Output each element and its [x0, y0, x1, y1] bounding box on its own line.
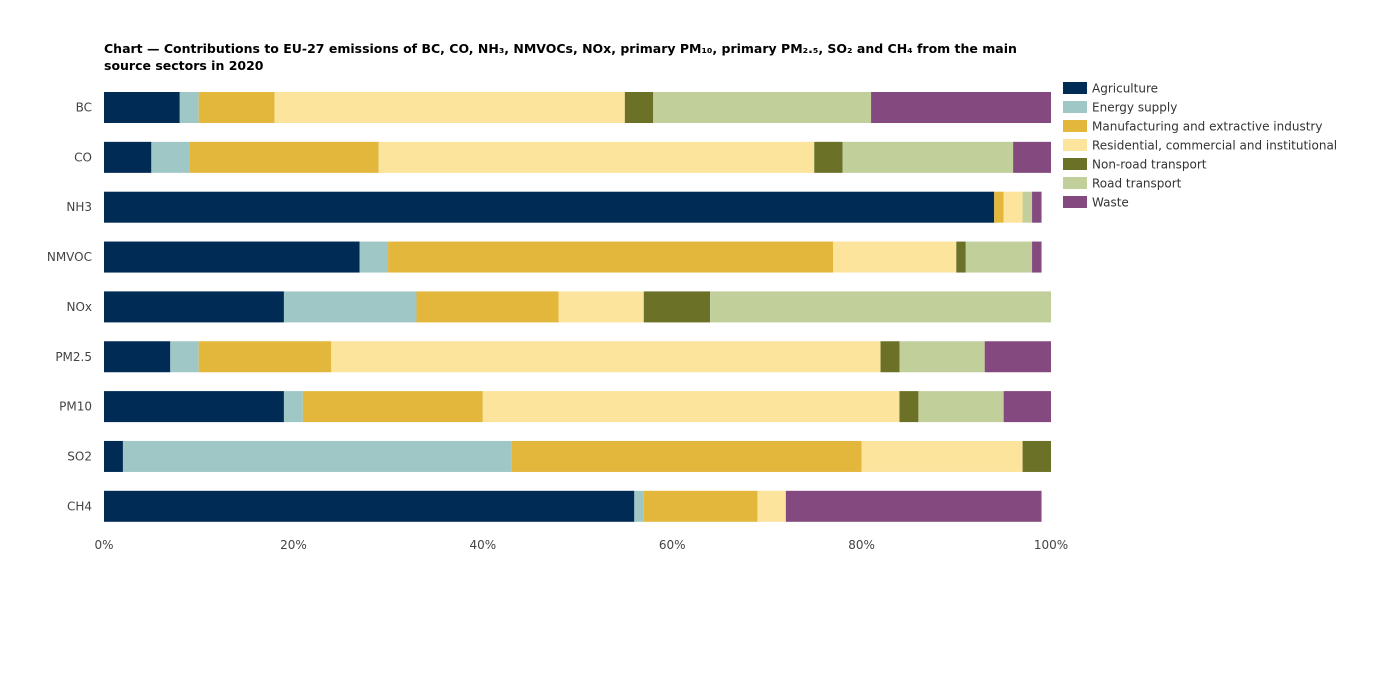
bar-segment-bc-manufacturing-and-extractive-industry[interactable] [198, 92, 275, 123]
bar-segment-co-non-road-transport[interactable] [814, 141, 843, 173]
bar-segment-nmvoc-energy-supply[interactable] [359, 241, 389, 273]
bar-segment-nox-energy-supply[interactable] [283, 291, 417, 323]
legend-item-residential-commercial-and-institutional[interactable]: Residential, commercial and institutiona… [1063, 139, 1337, 153]
legend-item-road-transport[interactable]: Road transport [1063, 177, 1182, 191]
bar-segment-nh3-manufacturing-and-extractive-industry[interactable] [994, 191, 1004, 223]
bar-segment-bc-road-transport[interactable] [653, 92, 872, 123]
legend-label-road-transport: Road transport [1092, 177, 1182, 191]
legend-item-waste[interactable]: Waste [1063, 196, 1129, 210]
legend-item-manufacturing-and-extractive-industry[interactable]: Manufacturing and extractive industry [1063, 120, 1322, 134]
bar-segment-bc-waste[interactable] [871, 92, 1051, 123]
bar-segment-bc-agriculture[interactable] [104, 92, 180, 123]
bar-segment-pm10-energy-supply[interactable] [283, 391, 303, 423]
legend-label-agriculture: Agriculture [1092, 82, 1158, 96]
bar-segment-pm10-manufacturing-and-extractive-industry[interactable] [302, 391, 483, 423]
bar-segment-co-road-transport[interactable] [842, 141, 1014, 173]
category-label-nmvoc: NMVOC [47, 250, 92, 264]
bar-segment-pm10-road-transport[interactable] [918, 391, 1004, 423]
bar-segment-nox-residential-commercial-and-institutional[interactable] [558, 291, 644, 323]
legend-swatch-manufacturing-and-extractive-industry [1063, 120, 1087, 132]
legend-swatch-residential-commercial-and-institutional [1063, 139, 1087, 151]
legend-swatch-waste [1063, 196, 1087, 208]
category-label-ch4: CH4 [67, 499, 92, 513]
bar-segment-nox-manufacturing-and-extractive-industry[interactable] [416, 291, 559, 323]
bar-segment-nmvoc-agriculture[interactable] [104, 241, 360, 273]
bar-segment-pm2-5-non-road-transport[interactable] [880, 341, 900, 373]
x-tick-label-40: 40% [469, 538, 496, 552]
bars-layer [104, 92, 1051, 522]
x-tick-label-20: 20% [280, 538, 307, 552]
x-tick-label-60: 60% [659, 538, 686, 552]
legend-label-residential-commercial-and-institutional: Residential, commercial and institutiona… [1092, 139, 1337, 153]
legend[interactable]: Agriculture Energy supply Manufacturing an… [1063, 82, 1337, 210]
bar-segment-ch4-manufacturing-and-extractive-industry[interactable] [643, 490, 758, 522]
bar-segment-pm2-5-residential-commercial-and-institutional[interactable] [331, 341, 881, 373]
bar-segment-so2-agriculture[interactable] [104, 440, 123, 472]
legend-label-waste: Waste [1092, 196, 1129, 210]
bar-segment-co-energy-supply[interactable] [151, 141, 190, 173]
bar-segment-so2-manufacturing-and-extractive-industry[interactable] [511, 440, 862, 472]
bar-segment-bc-energy-supply[interactable] [179, 92, 199, 123]
legend-label-manufacturing-and-extractive-industry: Manufacturing and extractive industry [1092, 120, 1322, 134]
bar-segment-co-waste[interactable] [1013, 141, 1051, 173]
x-tick-label-0: 0% [94, 538, 113, 552]
legend-swatch-non-road-transport [1063, 158, 1087, 170]
bar-segment-nox-road-transport[interactable] [710, 291, 1051, 323]
bar-segment-nmvoc-road-transport[interactable] [965, 241, 1033, 273]
bar-segment-bc-non-road-transport[interactable] [624, 92, 654, 123]
category-label-co: CO [74, 150, 92, 164]
bar-segment-pm10-agriculture[interactable] [104, 391, 284, 423]
chart-title: Chart — Contributions to EU-27 emissions… [104, 41, 1017, 73]
bar-segment-nh3-agriculture[interactable] [104, 191, 995, 223]
category-label-pm10: PM10 [59, 400, 92, 414]
category-label-nh3: NH3 [66, 200, 92, 214]
legend-label-energy-supply: Energy supply [1092, 101, 1177, 115]
category-label-nox: NOx [66, 300, 92, 314]
bar-segment-nh3-road-transport[interactable] [1022, 191, 1033, 223]
bar-segment-ch4-energy-supply[interactable] [634, 490, 644, 522]
category-label-bc: BC [76, 101, 92, 115]
legend-item-energy-supply[interactable]: Energy supply [1063, 101, 1177, 115]
bar-segment-nox-non-road-transport[interactable] [643, 291, 711, 323]
bar-segment-nh3-residential-commercial-and-institutional[interactable] [1003, 191, 1023, 223]
bar-segment-so2-energy-supply[interactable] [122, 440, 512, 472]
category-label-so2: SO2 [67, 449, 92, 463]
bar-segment-pm10-non-road-transport[interactable] [899, 391, 919, 423]
bar-segment-pm10-residential-commercial-and-institutional[interactable] [482, 391, 900, 423]
bar-segment-pm2-5-road-transport[interactable] [899, 341, 985, 373]
legend-swatch-energy-supply [1063, 101, 1087, 113]
bar-segment-nmvoc-manufacturing-and-extractive-industry[interactable] [388, 241, 834, 273]
bar-segment-pm2-5-agriculture[interactable] [104, 341, 171, 373]
bar-segment-bc-residential-commercial-and-institutional[interactable] [274, 92, 625, 123]
bar-segment-nmvoc-non-road-transport[interactable] [956, 241, 966, 273]
bar-segment-nmvoc-residential-commercial-and-institutional[interactable] [833, 241, 957, 273]
x-tick-label-80: 80% [848, 538, 875, 552]
bar-segment-nh3-waste[interactable] [1032, 191, 1042, 223]
category-labels: BC CO NH3 NMVOC NOx PM2.5 PM10 SO2 CH4 [47, 101, 92, 514]
bar-segment-co-agriculture[interactable] [104, 141, 152, 173]
legend-swatch-road-transport [1063, 177, 1087, 189]
x-axis: 0% 20% 40% 60% 80% 100% [94, 538, 1068, 552]
bar-segment-co-residential-commercial-and-institutional[interactable] [378, 141, 815, 173]
legend-item-non-road-transport[interactable]: Non-road transport [1063, 158, 1207, 172]
bar-segment-so2-residential-commercial-and-institutional[interactable] [861, 440, 1023, 472]
category-label-pm2-5: PM2.5 [55, 350, 92, 364]
bar-segment-so2-non-road-transport[interactable] [1022, 440, 1051, 472]
bar-segment-pm2-5-waste[interactable] [984, 341, 1051, 373]
bar-segment-pm2-5-energy-supply[interactable] [170, 341, 199, 373]
x-tick-label-100: 100% [1034, 538, 1068, 552]
bar-segment-co-manufacturing-and-extractive-industry[interactable] [189, 141, 379, 173]
legend-item-agriculture[interactable]: Agriculture [1063, 82, 1158, 96]
bar-segment-pm2-5-manufacturing-and-extractive-industry[interactable] [198, 341, 332, 373]
bar-segment-nmvoc-waste[interactable] [1032, 241, 1042, 273]
bar-segment-ch4-residential-commercial-and-institutional[interactable] [757, 490, 786, 522]
bar-segment-nox-agriculture[interactable] [104, 291, 284, 323]
legend-swatch-agriculture [1063, 82, 1087, 94]
legend-label-non-road-transport: Non-road transport [1092, 158, 1207, 172]
bar-segment-ch4-agriculture[interactable] [104, 490, 635, 522]
bar-segment-ch4-waste[interactable] [785, 490, 1042, 522]
bar-segment-pm10-waste[interactable] [1003, 391, 1051, 423]
